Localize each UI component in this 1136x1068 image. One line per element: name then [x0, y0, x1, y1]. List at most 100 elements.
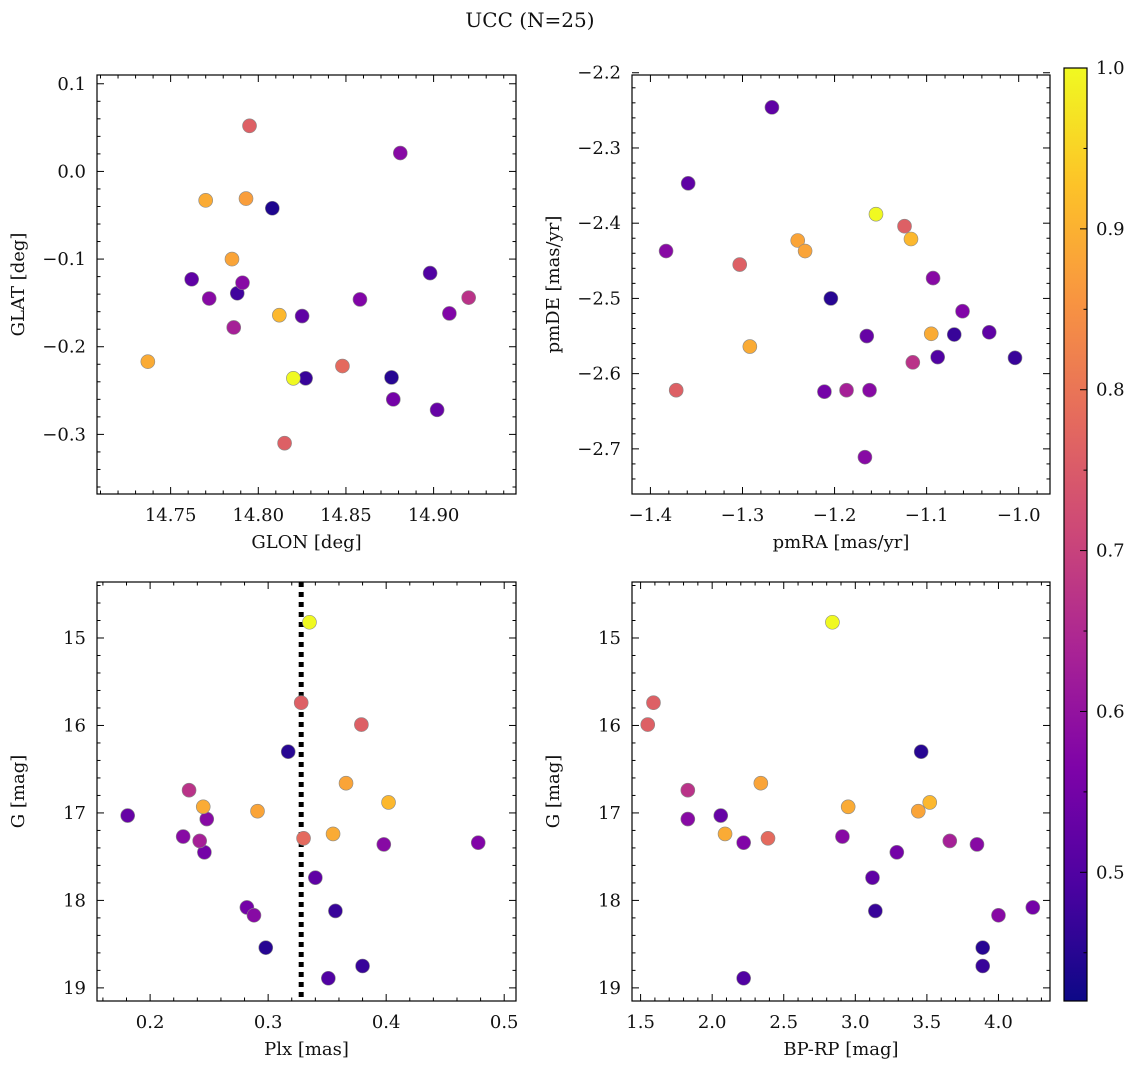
scatter-point: [238, 191, 254, 206]
scatter-point: [140, 354, 156, 369]
scatter-point: [384, 370, 399, 385]
scatter-point: [862, 382, 877, 398]
scatter-point: [325, 826, 341, 842]
colorbar-tick-label: 0.8: [1096, 380, 1125, 401]
x-tick-label: 14.90: [408, 505, 460, 526]
scatter-point: [376, 837, 392, 852]
scatter-point: [246, 907, 262, 923]
scatter-point: [736, 970, 751, 986]
scatter-point: [753, 775, 769, 791]
axes-frame: [631, 74, 1051, 495]
data-layer: [140, 118, 476, 451]
x-tick-label: 0.5: [490, 1012, 519, 1033]
scatter-point: [338, 775, 354, 791]
scatter-point: [308, 870, 323, 885]
scatter-point: [923, 326, 939, 342]
y-tick-label: −0.2: [42, 337, 86, 358]
scatter-point: [839, 382, 854, 398]
scatter-point: [981, 324, 997, 340]
scatter-point: [764, 100, 780, 115]
scatter-point: [442, 306, 457, 321]
scatter-point: [969, 837, 985, 852]
scatter-point: [897, 218, 912, 234]
scatter-panel-pmra-pmde: −1.4 −1.3 −1.2 −1.1 −1.0 −2.7 −2.6 −2.5 −2.4 −2.3…: [543, 63, 1051, 553]
y-axis-label: pmDE [mas/yr]: [543, 216, 564, 354]
scatter-point: [195, 799, 211, 815]
scatter-point: [680, 782, 696, 798]
scatter-point: [942, 833, 958, 849]
data-layer: [658, 100, 1023, 465]
scatter-point: [354, 717, 369, 732]
axis-ticks: [631, 72, 1050, 495]
axis-ticks: [97, 582, 516, 1001]
scatter-point: [302, 614, 317, 630]
scatter-point: [817, 384, 832, 399]
scatter-point: [293, 695, 309, 711]
x-tick-label: 3.0: [841, 1012, 870, 1033]
y-tick-label: −2.7: [577, 439, 621, 460]
scatter-point: [265, 200, 280, 216]
scatter-point: [352, 292, 368, 307]
scatter-point: [120, 808, 135, 823]
scatter-point: [355, 958, 370, 974]
scatter-point: [736, 835, 751, 850]
x-tick-label: 0.2: [136, 1012, 165, 1033]
colorbar-tick-label: 1.0: [1096, 58, 1125, 79]
x-tick-label: 4.0: [984, 1012, 1013, 1033]
scatter-point: [224, 251, 240, 267]
scatter-panel-bprp-g: 1.5 2.0 2.5 3.0 3.5 4.0 15 16 17 18 19 BP-RP [mag] G…: [543, 581, 1051, 1060]
scatter-point: [235, 275, 250, 291]
x-tick-label: 2.5: [769, 1012, 798, 1033]
scatter-point: [857, 449, 873, 465]
colorbar: 0.5 0.6 0.7 0.8 0.9 1.0: [1063, 58, 1125, 1002]
colorbar-gradient: [1063, 67, 1088, 1002]
scatter-point: [946, 327, 962, 342]
scatter-point: [640, 717, 656, 732]
scatter-point: [680, 811, 696, 827]
y-tick-label: 15: [598, 628, 621, 649]
x-tick-label: 14.80: [233, 505, 285, 526]
scatter-point: [825, 614, 840, 630]
scatter-point: [925, 270, 941, 286]
scatter-point: [868, 206, 884, 222]
x-tick-label: 14.75: [145, 505, 197, 526]
x-tick-label: 3.5: [913, 1012, 942, 1033]
scatter-point: [181, 782, 197, 798]
y-tick-label: 16: [598, 715, 621, 736]
y-tick-label: −2.2: [577, 63, 621, 84]
x-axis-label: GLON [deg]: [251, 532, 361, 553]
axes-frame: [96, 581, 517, 1002]
scatter-point: [1007, 350, 1023, 366]
y-tick-label: −0.3: [42, 424, 86, 445]
y-tick-label: 0.1: [57, 74, 86, 95]
colorbar-tick-label: 0.6: [1096, 701, 1125, 722]
scatter-point: [242, 118, 257, 134]
x-tick-label: −1.4: [629, 505, 673, 526]
scatter-point: [975, 940, 991, 955]
scatter-point: [835, 829, 850, 844]
y-tick-label: −2.5: [577, 288, 621, 309]
x-tick-label: 14.85: [320, 505, 372, 526]
scatter-point: [280, 744, 296, 759]
scatter-point: [868, 903, 883, 919]
colorbar-tick-label: 0.9: [1096, 219, 1125, 240]
scatter-point: [422, 265, 438, 281]
y-tick-label: 18: [63, 890, 86, 911]
scatter-point: [713, 808, 729, 823]
scatter-point: [296, 830, 311, 846]
x-tick-label: 2.0: [698, 1012, 727, 1033]
scatter-point: [911, 803, 926, 819]
y-tick-label: −2.6: [577, 364, 621, 385]
scatter-point: [272, 307, 287, 323]
scatter-point: [226, 320, 242, 335]
y-axis-label: G [mag]: [543, 755, 564, 828]
data-layer: [120, 582, 486, 1001]
x-tick-label: −1.3: [721, 505, 765, 526]
scatter-point: [429, 402, 445, 418]
colorbar-tick-label: 0.5: [1096, 862, 1125, 883]
y-tick-label: 15: [63, 628, 86, 649]
scatter-point: [470, 835, 486, 850]
x-tick-label: 1.5: [626, 1012, 655, 1033]
x-tick-label: −1.0: [997, 505, 1041, 526]
